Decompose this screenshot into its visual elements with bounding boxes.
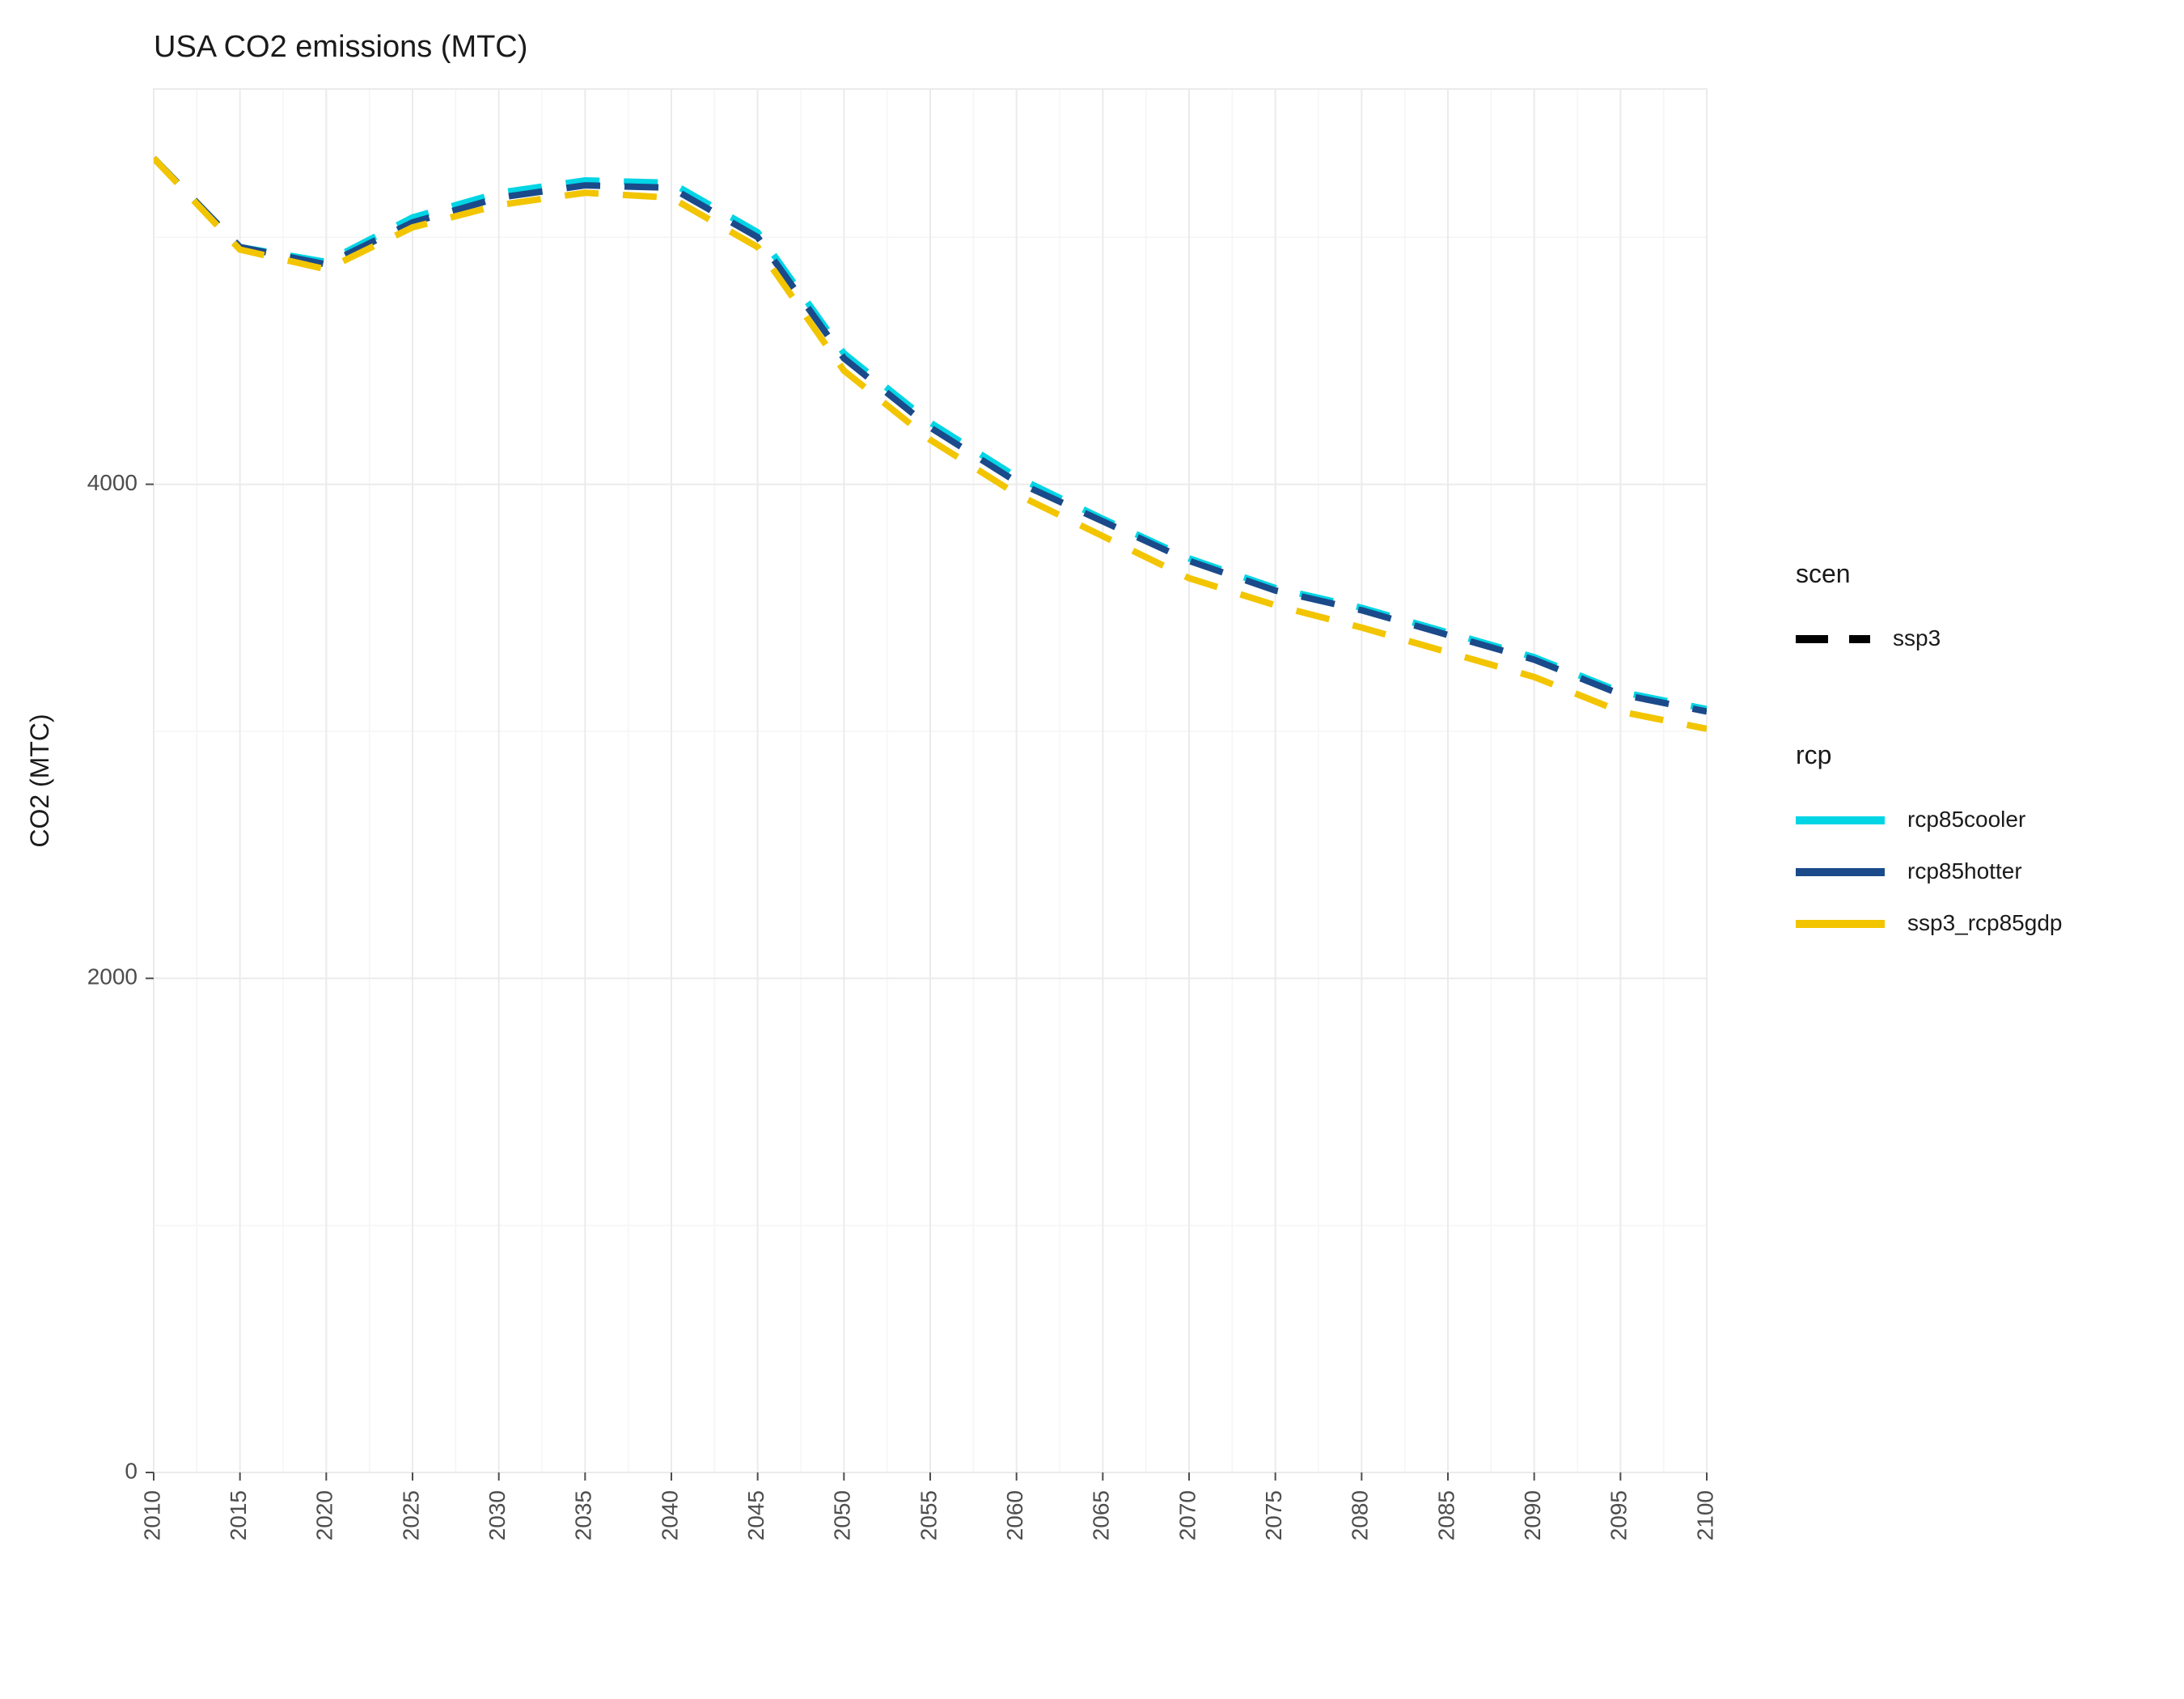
x-tick-label: 2075 xyxy=(1261,1490,1286,1540)
x-tick-label: 2090 xyxy=(1520,1490,1545,1540)
x-tick-label: 2015 xyxy=(226,1490,251,1540)
x-tick-label: 2080 xyxy=(1348,1490,1373,1540)
x-tick-label: 2010 xyxy=(139,1490,164,1540)
legend-scen-title: scen xyxy=(1796,559,1851,588)
x-tick-label: 2040 xyxy=(657,1490,682,1540)
y-tick-label: 2000 xyxy=(87,964,138,989)
x-tick-label: 2045 xyxy=(743,1490,768,1540)
x-tick-label: 2030 xyxy=(485,1490,510,1540)
legend-rcp-label: ssp3_rcp85gdp xyxy=(1907,910,2062,935)
x-tick-label: 2100 xyxy=(1692,1490,1717,1540)
x-tick-label: 2085 xyxy=(1433,1490,1458,1540)
legend-scen-label: ssp3 xyxy=(1893,625,1941,650)
plot-panel xyxy=(154,89,1707,1472)
y-tick-label: 0 xyxy=(125,1458,138,1483)
y-axis-label: CO2 (MTC) xyxy=(25,714,54,847)
x-tick-label: 2055 xyxy=(916,1490,941,1540)
x-tick-label: 2020 xyxy=(312,1490,337,1540)
legend-rcp-label: rcp85cooler xyxy=(1907,807,2025,832)
legend-rcp-title: rcp xyxy=(1796,740,1831,769)
x-tick-label: 2095 xyxy=(1606,1490,1632,1540)
y-tick-label: 4000 xyxy=(87,470,138,495)
x-tick-label: 2025 xyxy=(398,1490,423,1540)
x-tick-label: 2070 xyxy=(1175,1490,1200,1540)
x-tick-label: 2060 xyxy=(1002,1490,1027,1540)
legend-rcp-label: rcp85hotter xyxy=(1907,858,2022,883)
x-tick-label: 2035 xyxy=(571,1490,596,1540)
chart-title: USA CO2 emissions (MTC) xyxy=(154,30,527,64)
x-tick-label: 2065 xyxy=(1089,1490,1114,1540)
x-tick-label: 2050 xyxy=(830,1490,855,1540)
